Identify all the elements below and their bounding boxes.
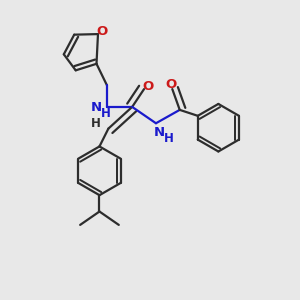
Text: H: H: [164, 132, 173, 145]
Text: O: O: [96, 25, 107, 38]
Text: N: N: [153, 126, 164, 139]
Text: O: O: [142, 80, 153, 93]
Text: N: N: [90, 101, 101, 114]
Text: H: H: [100, 107, 110, 120]
Text: O: O: [165, 78, 176, 91]
Text: H: H: [91, 117, 101, 130]
